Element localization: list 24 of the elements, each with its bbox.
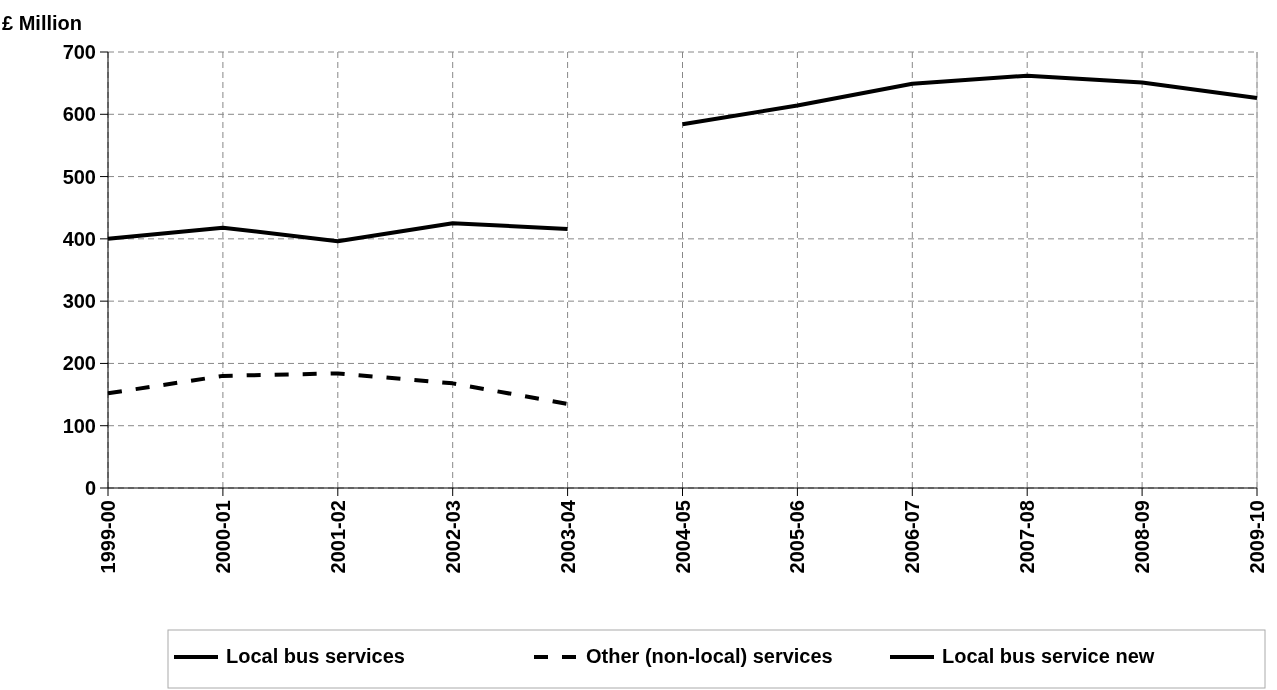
y-tick-label: 200	[62, 352, 96, 375]
x-tick-label: 2006-07	[901, 500, 924, 574]
x-tick-label: 2000-01	[211, 500, 234, 574]
y-tick-label: 0	[84, 477, 96, 499]
y-tick-label: 300	[62, 290, 96, 313]
y-axis-title: £ Million	[2, 12, 82, 34]
x-tick-label: 2008-09	[1131, 500, 1154, 574]
x-tick-label: 1999-00	[97, 500, 119, 574]
x-tick-label: 2005-06	[786, 500, 809, 574]
x-tick-label: 2007-08	[1016, 500, 1039, 574]
line-series	[680, 73, 1259, 127]
legend-label: Local bus service new	[942, 645, 1155, 667]
y-tick-label: 400	[62, 227, 96, 250]
x-tick-label: 2009-10	[1246, 500, 1268, 574]
y-tick-label: 700	[62, 41, 96, 63]
x-tick-label: 2003-04	[556, 499, 579, 574]
x-tick-label: 2002-03	[441, 500, 464, 574]
y-tick-label: 600	[62, 103, 96, 126]
x-tick-label: 2004-05	[671, 500, 694, 574]
legend-label: Other (non-local) services	[586, 645, 833, 667]
y-tick-label: 100	[62, 414, 96, 437]
y-tick-label: 500	[62, 165, 96, 188]
legend-label: Local bus services	[226, 645, 405, 667]
x-tick-label: 2001-02	[326, 500, 349, 574]
